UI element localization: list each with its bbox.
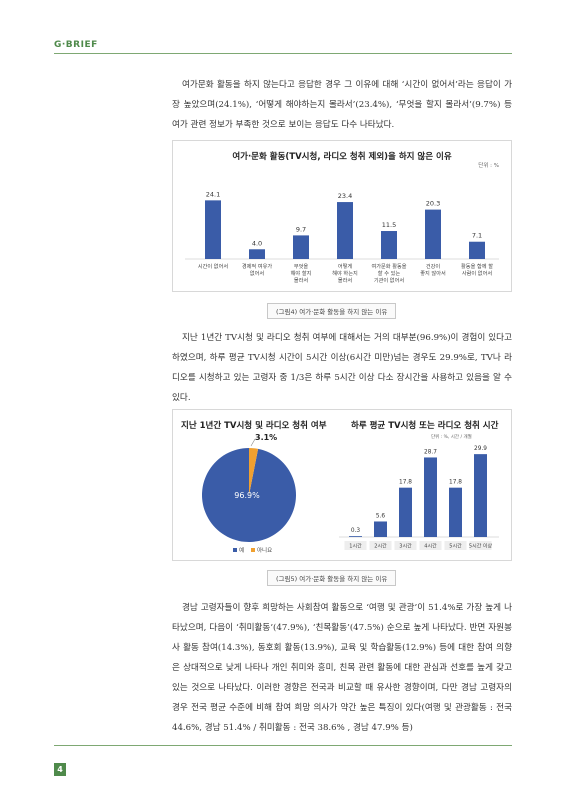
category-tag	[469, 541, 492, 550]
bar-value-label: 17.8	[449, 480, 462, 486]
pie-leader-line	[250, 438, 256, 447]
category-label: 1시간	[349, 543, 362, 550]
bar-value-label: 28.7	[424, 449, 437, 455]
category-label: 무엇을	[294, 263, 309, 270]
paragraph-1-text: 여가문화 활동을 하지 않는다고 응답한 경우 그 이유에 대해 ‘시간이 없어…	[172, 80, 512, 130]
bar-value-label: 5.6	[376, 513, 386, 519]
figure-5-left-title: 지난 1년간 TV시청 및 라디오 청취 여부	[181, 421, 327, 431]
figure-5-caption: (그림5) 여가·문화 활동을 하지 않는 이유	[267, 570, 397, 586]
category-label: 4시간	[424, 543, 437, 550]
bar-value-label: 23.4	[338, 192, 352, 200]
bar	[425, 209, 441, 259]
page-number: 4	[54, 763, 66, 776]
category-label: 5시간 이상	[469, 543, 493, 550]
bar	[349, 536, 362, 537]
paragraph-3-text: 경남 고령자들이 향후 희망하는 사회참여 활동으로 ‘여행 및 관광’이 51…	[172, 603, 512, 733]
figure-4-chart: 여가·문화 활동(TV시청, 라디오 청취 제외)을 하지 않은 이유 단위 :…	[172, 140, 512, 292]
bar-value-label: 9.7	[296, 225, 306, 233]
category-label: 활동을 함께 할	[461, 262, 493, 270]
category-label: 해야 하는지	[332, 269, 358, 277]
bar-value-label: 24.1	[206, 190, 220, 198]
bar	[293, 235, 309, 259]
category-tag	[344, 541, 367, 550]
paragraph-1: 여가문화 활동을 하지 않는다고 응답한 경우 그 이유에 대해 ‘시간이 없어…	[172, 75, 512, 135]
bar	[337, 202, 353, 259]
bar	[249, 249, 265, 259]
bar	[374, 521, 387, 537]
bar-value-label: 17.8	[399, 480, 412, 486]
category-label: 3시간	[399, 543, 412, 550]
bar	[449, 487, 462, 537]
category-label: 경제적 여유가	[242, 262, 273, 270]
bar-value-label: 7.1	[472, 232, 482, 240]
figure-4-unit: 단위 : %	[478, 163, 499, 169]
figure-5-pie-svg: 96.9% 3.1% 예 아니요	[202, 433, 296, 554]
category-label: 해야 할지	[291, 269, 312, 277]
legend-label: 아니요	[257, 546, 272, 554]
bar-value-label: 0.3	[351, 528, 361, 534]
figure-5-chart: 지난 1년간 TV시청 및 라디오 청취 여부 하루 평균 TV시청 또는 라디…	[172, 409, 512, 561]
category-tag	[394, 541, 417, 550]
bar-value-label: 29.9	[474, 446, 487, 452]
pie-slice	[249, 448, 259, 495]
category-label: 몰라서	[294, 276, 309, 284]
brand-logo: G·BRIEF	[54, 40, 98, 50]
category-label: 여가문화 활동을	[371, 262, 406, 270]
bar	[399, 487, 412, 537]
figure-4-caption: (그림4) 여가·문화 활동을 하지 않는 이유	[267, 303, 397, 319]
bar-value-label: 4.0	[252, 239, 262, 247]
paragraph-3: 경남 고령자들이 향후 희망하는 사회참여 활동으로 ‘여행 및 관광’이 51…	[172, 598, 512, 738]
paragraph-2: 지난 1년간 TV시청 및 라디오 청취 여부에 대해서는 거의 대부분(96.…	[172, 328, 512, 408]
top-divider	[54, 53, 512, 54]
category-label: 몰라서	[338, 276, 353, 284]
category-tag	[444, 541, 467, 550]
paragraph-2-text: 지난 1년간 TV시청 및 라디오 청취 여부에 대해서는 거의 대부분(96.…	[172, 333, 512, 403]
category-tag	[419, 541, 442, 550]
figure-4-title: 여가·문화 활동(TV시청, 라디오 청취 제외)을 하지 않은 이유	[232, 152, 452, 162]
bar-value-label: 11.5	[382, 221, 396, 229]
category-label: 시간이 없어서	[198, 262, 229, 270]
legend-label: 예	[239, 546, 244, 554]
category-label: 5시간	[449, 543, 462, 550]
bar	[424, 457, 437, 537]
legend-swatch	[251, 548, 255, 552]
category-label: 좋지 않아서	[420, 269, 446, 277]
bar	[205, 200, 221, 259]
bottom-divider	[54, 745, 512, 746]
bar	[474, 454, 487, 537]
category-label: 할 수 있는	[378, 269, 401, 277]
bar-value-label: 20.3	[426, 200, 440, 208]
bar	[469, 241, 485, 259]
figure-5-bar-svg: 0.3 1시간 5.6 2시간 17.8 3시간 28.7 4시간 17.8 5시간 29.9 5시간…	[339, 446, 499, 550]
bar	[381, 231, 397, 259]
pie-label-yes: 96.9%	[234, 491, 260, 500]
legend-swatch	[233, 548, 237, 552]
figure-5-right-title: 하루 평균 TV시청 또는 라디오 청취 시간	[351, 421, 499, 431]
pie-label-no: 3.1%	[255, 433, 277, 442]
category-label: 2시간	[374, 543, 387, 550]
category-label: 기관이 없어서	[374, 276, 405, 284]
category-label: 어떻게	[338, 262, 353, 270]
category-label: 없어서	[250, 269, 265, 277]
figure-5-unit: 단위 : %, 시간 / 개월	[431, 435, 472, 440]
category-label: 사람이 없어서	[462, 269, 493, 277]
category-label: 건강이	[426, 262, 441, 270]
category-tag	[369, 541, 392, 550]
